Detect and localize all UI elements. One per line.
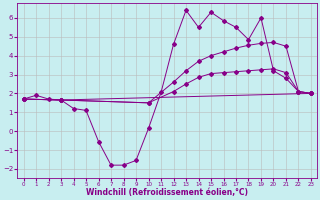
X-axis label: Windchill (Refroidissement éolien,°C): Windchill (Refroidissement éolien,°C) bbox=[86, 188, 248, 197]
